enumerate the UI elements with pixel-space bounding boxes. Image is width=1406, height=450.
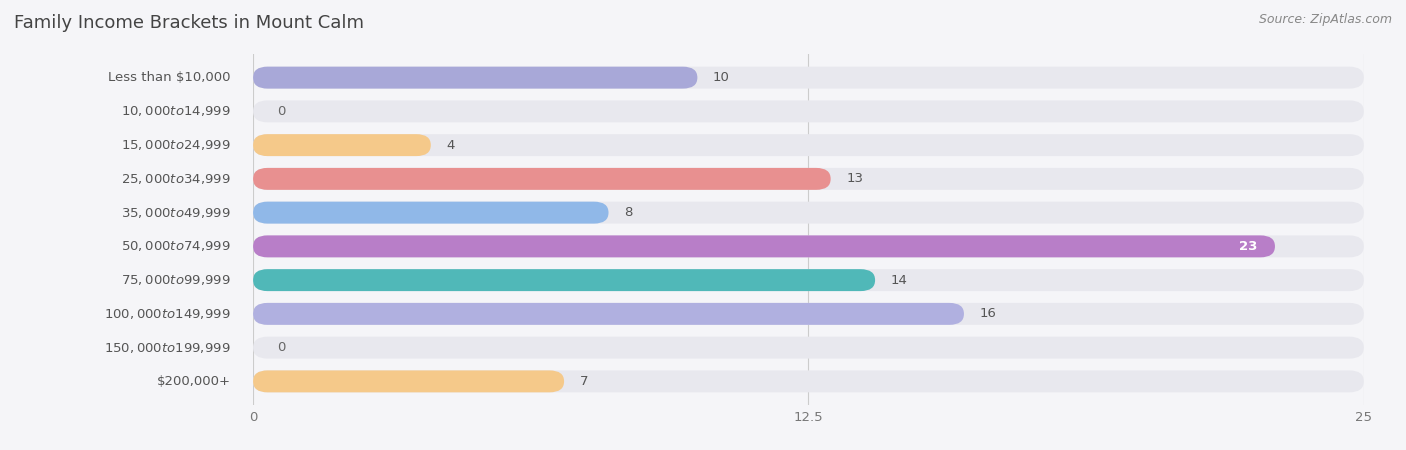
FancyBboxPatch shape: [253, 370, 1364, 392]
FancyBboxPatch shape: [253, 202, 609, 224]
FancyBboxPatch shape: [253, 168, 1364, 190]
FancyBboxPatch shape: [253, 202, 1364, 224]
Text: 0: 0: [277, 341, 285, 354]
Text: 13: 13: [846, 172, 863, 185]
FancyBboxPatch shape: [253, 67, 1364, 89]
Text: $50,000 to $74,999: $50,000 to $74,999: [121, 239, 231, 253]
FancyBboxPatch shape: [253, 134, 430, 156]
Text: $10,000 to $14,999: $10,000 to $14,999: [121, 104, 231, 118]
Text: Source: ZipAtlas.com: Source: ZipAtlas.com: [1258, 14, 1392, 27]
Text: $200,000+: $200,000+: [157, 375, 231, 388]
FancyBboxPatch shape: [253, 269, 1364, 291]
FancyBboxPatch shape: [253, 134, 1364, 156]
Text: $25,000 to $34,999: $25,000 to $34,999: [121, 172, 231, 186]
Text: 14: 14: [890, 274, 907, 287]
Text: 7: 7: [579, 375, 588, 388]
Text: $75,000 to $99,999: $75,000 to $99,999: [121, 273, 231, 287]
FancyBboxPatch shape: [253, 235, 1364, 257]
Text: Family Income Brackets in Mount Calm: Family Income Brackets in Mount Calm: [14, 14, 364, 32]
Text: 8: 8: [624, 206, 633, 219]
Text: $100,000 to $149,999: $100,000 to $149,999: [104, 307, 231, 321]
FancyBboxPatch shape: [253, 67, 697, 89]
Text: 10: 10: [713, 71, 730, 84]
FancyBboxPatch shape: [253, 168, 831, 190]
Text: $15,000 to $24,999: $15,000 to $24,999: [121, 138, 231, 152]
FancyBboxPatch shape: [253, 370, 564, 392]
Text: Less than $10,000: Less than $10,000: [108, 71, 231, 84]
Text: 0: 0: [277, 105, 285, 118]
Text: 16: 16: [980, 307, 997, 320]
Text: $35,000 to $49,999: $35,000 to $49,999: [121, 206, 231, 220]
FancyBboxPatch shape: [253, 269, 875, 291]
FancyBboxPatch shape: [253, 337, 1364, 359]
FancyBboxPatch shape: [253, 303, 1364, 325]
FancyBboxPatch shape: [253, 235, 1275, 257]
Text: $150,000 to $199,999: $150,000 to $199,999: [104, 341, 231, 355]
Text: 4: 4: [446, 139, 454, 152]
FancyBboxPatch shape: [253, 303, 965, 325]
Text: 23: 23: [1239, 240, 1257, 253]
FancyBboxPatch shape: [253, 100, 1364, 122]
